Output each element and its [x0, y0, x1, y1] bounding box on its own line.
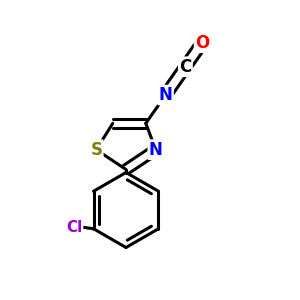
Text: N: N	[159, 86, 172, 104]
Text: S: S	[90, 141, 102, 159]
Text: O: O	[195, 34, 209, 52]
Text: Cl: Cl	[66, 220, 82, 235]
Text: N: N	[149, 141, 163, 159]
Text: C: C	[179, 58, 191, 76]
